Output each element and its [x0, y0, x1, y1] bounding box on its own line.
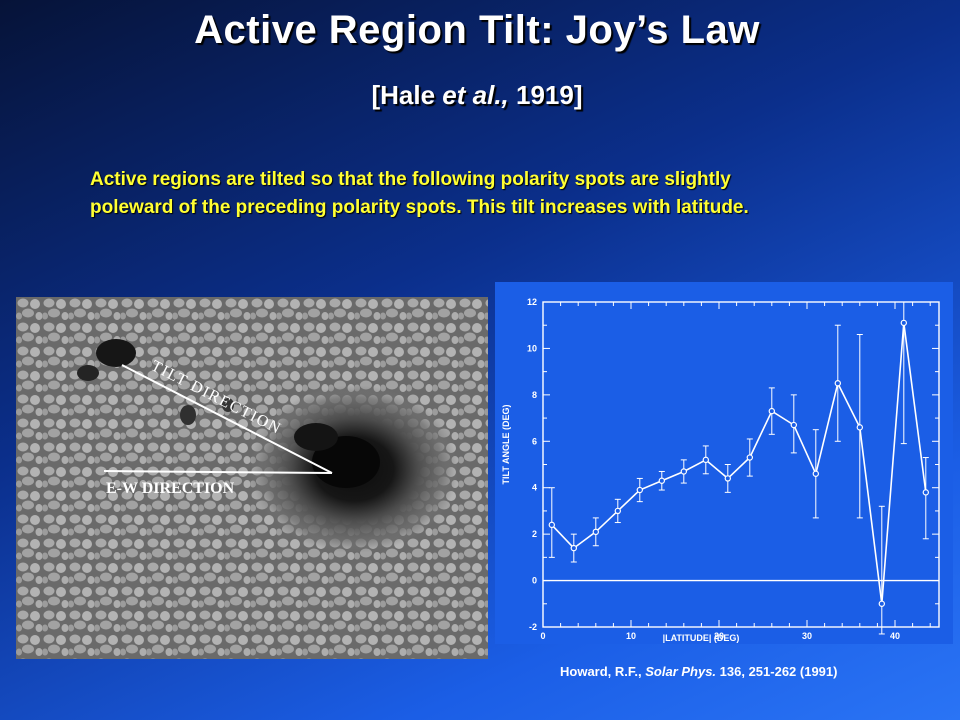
- citation: Howard, R.F., Solar Phys. 136, 251-262 (…: [560, 664, 950, 679]
- page-title: Active Region Tilt: Joy’s Law: [194, 8, 760, 52]
- chart-x-label: |LATITUDE| (DEG): [663, 633, 740, 643]
- chart-data-point: [834, 380, 841, 387]
- chart-data-point: [768, 407, 775, 415]
- chart-axes: [542, 301, 940, 628]
- ew-direction-label: E-W DIRECTION: [106, 480, 235, 497]
- chart-x-tick-label: 40: [890, 631, 900, 641]
- chart-x-tick-label: 0: [540, 631, 545, 641]
- chart-data-point: [658, 477, 665, 484]
- chart-frame: [542, 301, 940, 628]
- chart-data-point: [680, 468, 687, 475]
- citation-suffix: 136, 251-262 (1991): [716, 664, 838, 679]
- chart-data-point: [636, 486, 643, 494]
- chart-data-point: [922, 489, 929, 496]
- chart-y-tick-label: 2: [532, 529, 537, 539]
- chart-x-tick-label: 20: [714, 631, 724, 641]
- chart-data-point: [878, 600, 885, 607]
- chart-y-tick-label: -2: [529, 622, 537, 632]
- chart-data-point: [856, 424, 863, 431]
- citation-journal: Solar Phys.: [645, 664, 717, 679]
- chart-data-point: [592, 528, 600, 536]
- chart-y-tick-label: 0: [532, 576, 537, 586]
- chart-data-point: [746, 454, 753, 461]
- chart-data-point: [702, 456, 709, 464]
- chart-series-line: [551, 322, 927, 604]
- description-line-2: poleward of the preceding polarity spots…: [90, 197, 749, 218]
- ew-direction-line: [103, 470, 333, 474]
- chart-y-tick-label: 4: [532, 483, 537, 493]
- chart-y-tick-label: 10: [527, 343, 537, 353]
- tilt-chart: -2 0 2 4 6 8 10 12 0 10 20 30 40 |LATITUDE| (DEG) TI…: [495, 282, 953, 644]
- chart-data-point: [790, 421, 797, 429]
- citation-prefix: Howard, R.F.,: [560, 664, 646, 679]
- description-line-1: Active regions are tilted so that the fo…: [90, 169, 731, 190]
- chart-data-point: [614, 507, 622, 515]
- chart-x-tick-label: 30: [802, 631, 812, 641]
- chart-y-tick-label: 8: [532, 390, 537, 400]
- tilt-direction-line: [121, 364, 333, 474]
- chart-data-point: [724, 475, 731, 482]
- chart-error-bars: [548, 301, 929, 635]
- chart-x-tick-label: 10: [626, 631, 636, 641]
- chart-y-label: TILT ANGLE (DEG): [501, 405, 511, 485]
- sunspot-photo-svg: TILT DIRECTION E-W DIRECTION: [16, 297, 488, 659]
- subtitle-suffix: 1919]: [508, 80, 583, 110]
- chart-points: [548, 319, 929, 607]
- chart-data-point: [548, 521, 556, 529]
- chart-y-tick-label: 12: [527, 297, 537, 307]
- page-subtitle: [Hale et al., 1919]: [0, 80, 954, 111]
- description: Active regions are tilted so that the fo…: [90, 166, 940, 222]
- chart-y-tick-label: 6: [532, 436, 537, 446]
- subtitle-italic: et al.,: [442, 80, 509, 110]
- chart-data-point: [570, 544, 578, 552]
- chart-data-point: [812, 470, 819, 477]
- following-spot: [96, 339, 136, 367]
- subtitle-prefix: [Hale: [371, 80, 443, 110]
- sunspot-photo: TILT DIRECTION E-W DIRECTION: [16, 297, 488, 659]
- chart-data-point: [900, 319, 907, 327]
